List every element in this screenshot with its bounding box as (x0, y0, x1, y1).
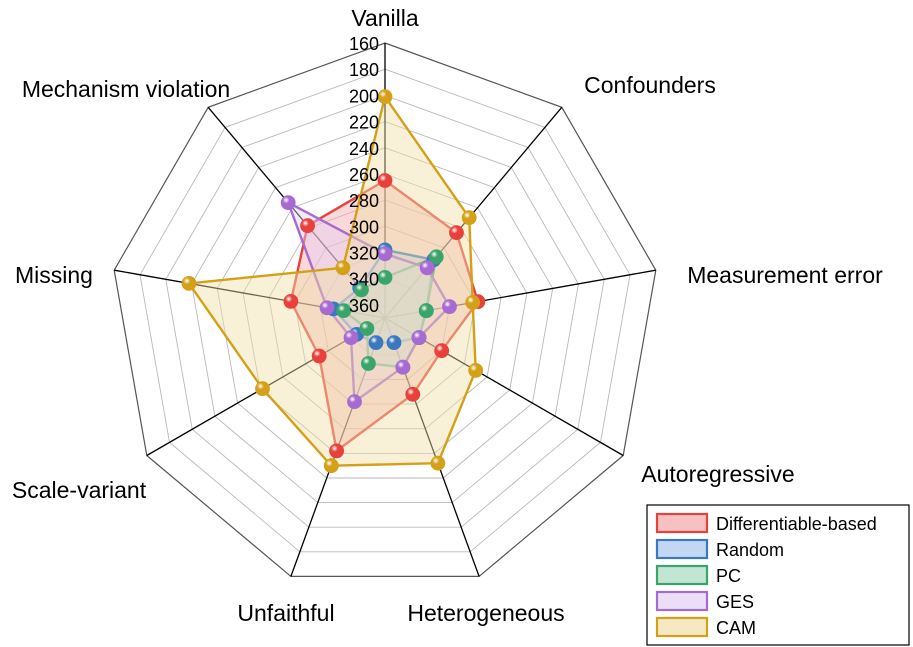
series-area (287, 201, 451, 403)
legend-swatch (655, 564, 709, 586)
tick-label: 160 (349, 34, 379, 54)
data-point (377, 269, 393, 285)
data-point (336, 303, 352, 319)
tick-label: 180 (349, 60, 379, 80)
grid-ring (216, 147, 554, 479)
legend-swatch (655, 512, 709, 534)
data-point (442, 299, 457, 315)
data-point (468, 362, 484, 378)
grid-ring (268, 199, 502, 430)
data-point (368, 335, 384, 351)
data-point (377, 89, 393, 105)
data-point (255, 381, 270, 397)
category-labels: Vanilla Confounders Measurement error Autor… (12, 5, 883, 626)
legend: Differentiable-based Random PC GES CAM (646, 504, 910, 646)
tick-label: 220 (349, 113, 379, 133)
category-label: Confounders (584, 72, 716, 98)
data-point (428, 249, 444, 265)
data-point (434, 343, 450, 359)
data-point (335, 260, 351, 276)
data-point (377, 246, 393, 262)
data-point (419, 260, 435, 276)
data-point (323, 458, 339, 474)
data-point (283, 293, 299, 309)
legend-label: GES (716, 592, 754, 612)
legend-swatch (655, 616, 709, 638)
tick-label: 320 (349, 244, 379, 264)
data-point (311, 348, 327, 364)
data-point (377, 173, 393, 188)
category-label: Unfaithful (237, 600, 334, 626)
data-point (461, 210, 477, 226)
grid-ring (139, 68, 631, 553)
radial-tick-labels: 160 180 200 220 240 260 280 300 320 340 360 (349, 34, 379, 316)
legend-label: Differentiable-based (716, 514, 877, 534)
category-label: Measurement error (687, 262, 883, 288)
legend-swatch (655, 538, 709, 560)
data-point (360, 356, 376, 371)
data-point (405, 386, 421, 402)
tick-label: 340 (349, 270, 379, 290)
data-point (181, 275, 197, 291)
category-label: Vanilla (351, 5, 419, 31)
grid-ring (242, 173, 528, 454)
series-area (289, 179, 480, 453)
grid-ring (165, 94, 605, 528)
grid-ring (113, 42, 657, 578)
legend-label: PC (716, 566, 741, 586)
data-point (300, 218, 316, 234)
tick-label: 200 (349, 86, 379, 106)
legend-label: CAM (716, 618, 756, 638)
data-point (386, 335, 402, 351)
data-point (353, 282, 369, 298)
legend-label: Random (716, 540, 784, 560)
data-point (411, 330, 427, 346)
grid-ring (191, 121, 579, 504)
tick-label: 260 (349, 165, 379, 185)
data-point (418, 303, 434, 319)
data-point (347, 394, 362, 410)
data-point (430, 455, 446, 471)
legend-swatch (655, 590, 709, 612)
data-point (465, 295, 481, 310)
data-point (280, 195, 296, 211)
data-point (329, 443, 345, 459)
grid-ring (294, 225, 476, 405)
category-label: Scale-variant (12, 477, 147, 503)
tick-label: 300 (349, 217, 379, 237)
grid-ring (371, 304, 399, 331)
category-label: Missing (15, 262, 93, 288)
data-point (319, 300, 335, 316)
category-label: Heterogeneous (407, 600, 564, 626)
data-point (343, 330, 359, 346)
tick-label: 360 (349, 296, 379, 316)
radar-series-group (181, 89, 486, 474)
data-point (395, 359, 411, 375)
category-label: Autoregressive (641, 461, 794, 487)
tick-label: 280 (349, 191, 379, 211)
series-area (187, 95, 477, 467)
data-point (359, 321, 375, 336)
category-label: Mechanism violation (22, 76, 230, 102)
data-point (449, 225, 464, 241)
tick-label: 240 (349, 139, 379, 159)
